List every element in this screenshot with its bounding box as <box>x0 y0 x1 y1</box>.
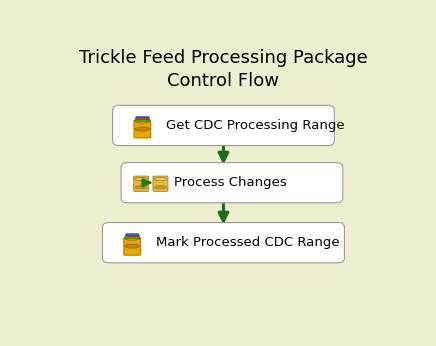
FancyBboxPatch shape <box>121 163 343 203</box>
Bar <box>136 116 148 117</box>
Text: Get CDC Processing Range: Get CDC Processing Range <box>166 119 344 132</box>
Text: Trickle Feed Processing Package
Control Flow: Trickle Feed Processing Package Control … <box>79 49 368 90</box>
Text: Process Changes: Process Changes <box>174 176 287 189</box>
FancyBboxPatch shape <box>153 176 168 191</box>
FancyBboxPatch shape <box>125 235 140 239</box>
FancyBboxPatch shape <box>124 237 141 255</box>
Ellipse shape <box>135 177 147 181</box>
Ellipse shape <box>154 177 167 181</box>
Bar <box>136 117 148 119</box>
FancyBboxPatch shape <box>134 120 151 138</box>
Ellipse shape <box>125 237 139 240</box>
FancyBboxPatch shape <box>112 105 334 146</box>
Ellipse shape <box>154 186 167 189</box>
Bar <box>126 235 138 236</box>
Ellipse shape <box>135 186 147 189</box>
Ellipse shape <box>135 127 150 131</box>
Bar <box>126 233 138 235</box>
Ellipse shape <box>125 244 139 248</box>
FancyBboxPatch shape <box>134 176 149 191</box>
FancyBboxPatch shape <box>135 117 150 122</box>
Ellipse shape <box>135 119 150 123</box>
FancyBboxPatch shape <box>102 222 344 263</box>
Text: Mark Processed CDC Range: Mark Processed CDC Range <box>156 236 340 249</box>
